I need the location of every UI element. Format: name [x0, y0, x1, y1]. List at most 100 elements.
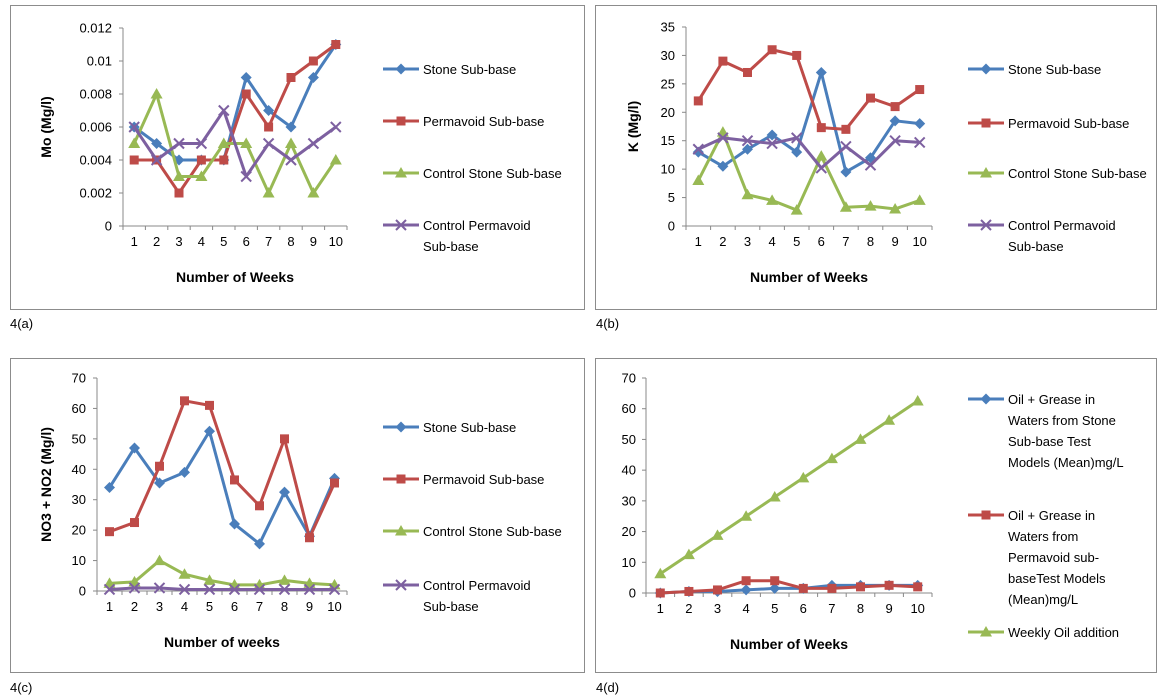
data-point-marker — [303, 583, 316, 596]
y-tick-label: 5 — [668, 190, 675, 205]
data-point-marker — [797, 471, 810, 483]
data-point-marker — [240, 137, 253, 148]
legend-entry: Stone Sub-base — [968, 62, 1101, 77]
data-point-marker — [280, 434, 289, 444]
y-tick-label: 20 — [72, 523, 86, 538]
x-tick-label: 9 — [885, 601, 892, 616]
data-point-marker — [285, 121, 297, 133]
x-tick-label: 3 — [714, 601, 721, 616]
data-point-marker — [864, 200, 877, 211]
x-tick-label: 1 — [106, 599, 113, 614]
data-point-marker — [816, 123, 826, 133]
data-point-marker — [195, 137, 208, 150]
data-point-marker — [693, 96, 703, 106]
legend-label: Permavoid Sub-base — [1008, 116, 1129, 131]
legend-entry: Control Permavoid Sub-base — [383, 578, 531, 614]
series-2 — [692, 126, 926, 215]
series-line — [109, 586, 335, 591]
legend-marker — [395, 579, 407, 591]
legend-marker — [981, 510, 991, 520]
x-tick-label: 7 — [828, 601, 835, 616]
series-line — [660, 579, 918, 595]
data-point-marker — [827, 583, 837, 593]
data-point-marker — [196, 155, 206, 165]
x-tick-label: 3 — [156, 599, 163, 614]
x-tick-label: 6 — [818, 234, 825, 249]
x-tick-label: 10 — [329, 234, 343, 249]
series-line — [134, 43, 337, 195]
data-point-marker — [153, 582, 166, 594]
data-point-marker — [913, 582, 923, 592]
legend-label: Sub-base — [423, 239, 479, 254]
chart-panel-c: 0 10 20 30 40 50 60 70 1 2 3 4 5 6 7 8 9 10 Number of week… — [10, 358, 585, 673]
series-line — [108, 399, 336, 540]
y-tick-label: 0.008 — [79, 87, 112, 102]
panel-label-c: 4(c) — [10, 680, 33, 695]
series-0 — [692, 66, 926, 178]
x-tick-label: 5 — [771, 601, 778, 616]
data-point-marker — [262, 187, 275, 198]
data-point-marker — [766, 194, 779, 205]
data-point-marker — [240, 72, 252, 83]
y-tick-label: 0 — [629, 586, 636, 601]
y-tick-label: 0.01 — [87, 54, 112, 69]
data-point-marker — [889, 202, 902, 214]
x-tick-label: 2 — [719, 234, 726, 249]
legend-label: Sub-base Test — [1008, 434, 1091, 449]
legend-label: Control Stone Sub-base — [423, 166, 562, 181]
y-tick-label: 10 — [661, 162, 675, 177]
x-axis-title: Number of Weeks — [176, 269, 294, 285]
legend-label: Models (Mean)mg/L — [1008, 455, 1124, 470]
data-point-marker — [330, 121, 342, 133]
series-line — [697, 48, 921, 131]
series-line — [109, 559, 335, 587]
legend-label: Permavoid Sub-base — [423, 114, 544, 129]
data-point-marker — [254, 538, 265, 550]
chart-panel-d: 0 10 20 30 40 50 60 70 1 2 3 4 5 6 7 8 9 10 Number of Week… — [595, 358, 1157, 673]
x-axis-title: Number of Weeks — [730, 636, 848, 652]
data-point-marker — [278, 583, 291, 596]
panel-label-b: 4(b) — [596, 316, 620, 331]
data-point-marker — [790, 204, 803, 215]
legend-label: Waters from — [1008, 529, 1078, 544]
data-point-marker — [229, 518, 240, 530]
legend-label: Stone Sub-base — [423, 420, 516, 435]
legend-label: Stone Sub-base — [423, 62, 516, 77]
y-tick-label: 50 — [622, 432, 636, 447]
x-tick-label: 10 — [910, 601, 924, 616]
x-tick-label: 6 — [231, 599, 238, 614]
data-point-marker — [203, 583, 216, 596]
data-point-marker — [792, 50, 802, 60]
data-point-marker — [692, 143, 705, 155]
data-point-marker — [815, 66, 827, 78]
y-axis-title: K (Mg/l) — [625, 101, 641, 152]
data-point-marker — [718, 56, 728, 66]
data-point-marker — [150, 88, 163, 99]
data-point-marker — [856, 582, 865, 592]
data-point-marker — [766, 137, 778, 150]
legend-marker — [980, 626, 992, 637]
data-point-marker — [253, 583, 266, 596]
legend-marker — [980, 167, 992, 178]
legend-marker — [980, 63, 992, 75]
legend-marker — [395, 525, 407, 536]
data-point-marker — [204, 425, 215, 437]
data-point-marker — [286, 73, 296, 82]
x-tick-label: 10 — [912, 234, 926, 249]
data-point-marker — [328, 583, 341, 596]
y-tick-label: 0 — [668, 219, 675, 234]
data-point-marker — [331, 40, 341, 49]
data-point-marker — [791, 146, 803, 158]
x-tick-label: 9 — [310, 234, 317, 249]
series-1 — [693, 45, 925, 134]
legend-label: Control Permavoid — [423, 578, 531, 593]
legend-marker — [980, 219, 992, 231]
data-point-marker — [240, 170, 252, 183]
series-3 — [128, 104, 342, 183]
data-point-marker — [307, 72, 319, 83]
series-line — [108, 429, 336, 546]
y-tick-label: 0.006 — [79, 120, 112, 135]
y-tick-label: 0.002 — [79, 186, 112, 201]
x-tick-label: 3 — [744, 234, 751, 249]
legend-marker — [395, 167, 407, 178]
